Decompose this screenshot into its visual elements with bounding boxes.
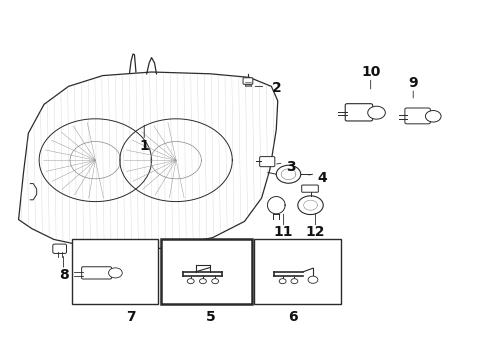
FancyBboxPatch shape [81,267,111,279]
Text: 1: 1 [139,139,149,153]
Text: 12: 12 [305,225,325,239]
FancyBboxPatch shape [404,108,429,124]
FancyBboxPatch shape [53,244,66,253]
Text: 5: 5 [205,310,215,324]
Circle shape [279,279,285,284]
FancyBboxPatch shape [301,185,318,192]
Polygon shape [19,72,277,248]
Text: 3: 3 [285,161,295,174]
FancyBboxPatch shape [345,104,372,121]
Bar [161,239,251,304]
Text: 6: 6 [288,310,298,324]
Text: 8: 8 [59,269,68,282]
Circle shape [297,196,323,215]
Circle shape [307,276,317,283]
Text: 10: 10 [360,65,380,79]
Text: 11: 11 [273,225,293,239]
Circle shape [367,106,385,119]
Circle shape [276,165,300,183]
Circle shape [425,111,440,122]
Text: 4: 4 [317,171,327,185]
FancyBboxPatch shape [259,157,274,167]
Polygon shape [267,197,285,214]
FancyBboxPatch shape [243,78,252,84]
Circle shape [199,279,206,284]
Circle shape [187,279,194,284]
Bar [72,239,158,304]
Circle shape [211,279,218,284]
Text: 2: 2 [271,81,281,95]
Text: 7: 7 [126,310,136,324]
Bar [254,239,341,304]
Text: 9: 9 [407,76,417,90]
Circle shape [108,268,122,278]
Circle shape [290,279,297,284]
